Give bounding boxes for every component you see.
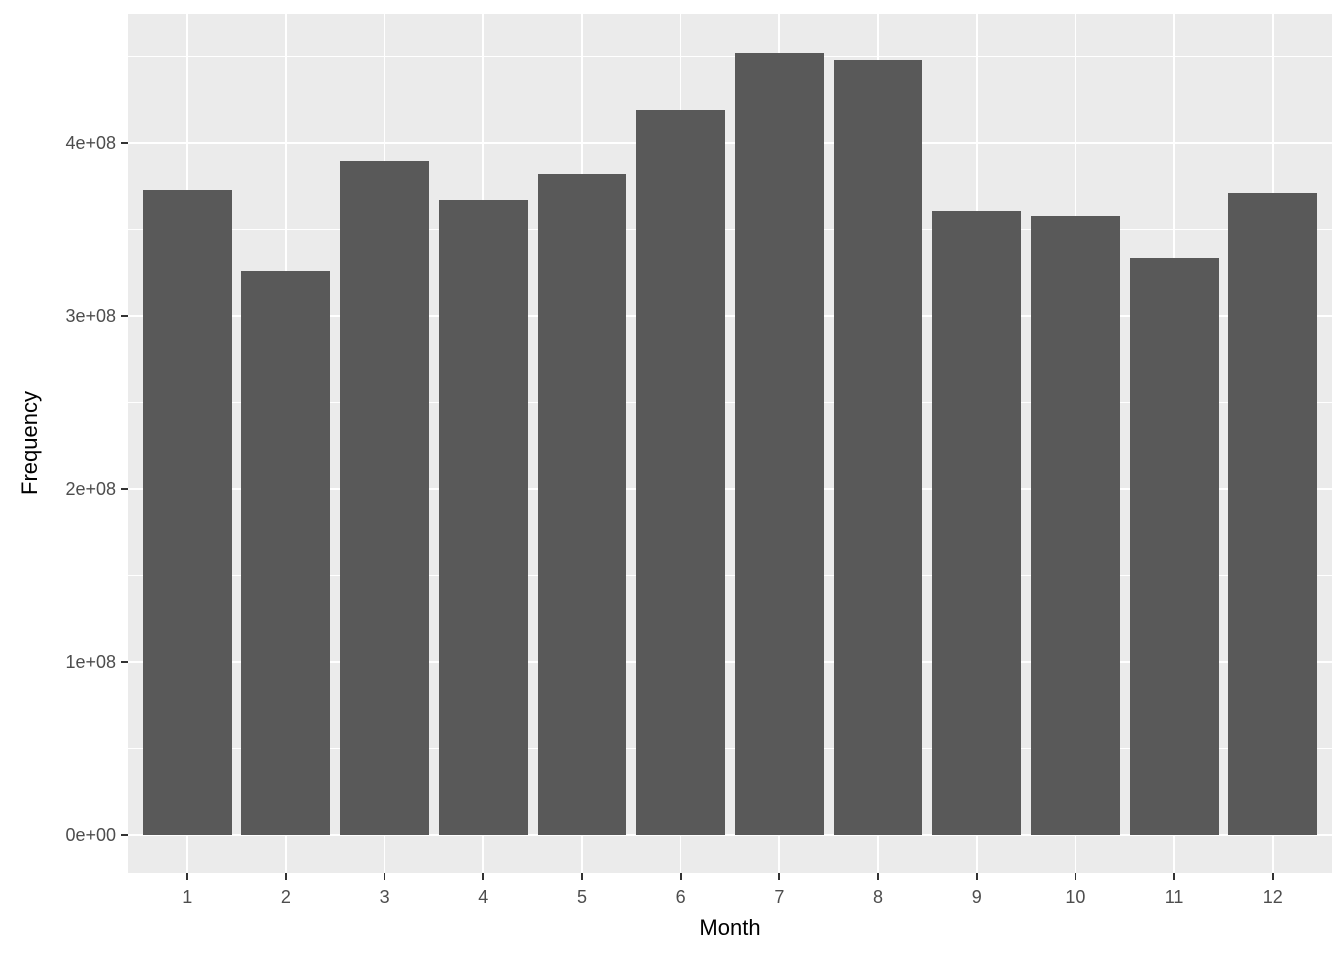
bar-month-7: [734, 53, 824, 835]
x-axis-title: Month: [699, 915, 761, 940]
y-minor-gridline: [128, 229, 1332, 231]
y-major-gridline: [128, 142, 1332, 145]
y-tick-label: 0e+00: [65, 824, 116, 845]
x-tick-label: 10: [1065, 887, 1086, 907]
x-tick-mark: [1173, 873, 1175, 880]
x-tick-mark: [877, 873, 879, 880]
x-tick-label: 8: [873, 887, 884, 907]
x-tick-label: 7: [774, 887, 785, 907]
x-tick-label: 11: [1164, 887, 1184, 907]
y-minor-gridline: [128, 56, 1332, 58]
x-tick-label: 5: [576, 887, 587, 907]
y-major-gridline: [128, 315, 1332, 318]
x-tick-mark: [1074, 873, 1077, 880]
bar-month-2: [241, 271, 331, 835]
bar-month-8: [833, 60, 923, 835]
bar-month-12: [1228, 193, 1318, 835]
x-tick-label: 1: [182, 887, 193, 907]
y-major-gridline: [128, 488, 1332, 490]
y-minor-gridline: [128, 748, 1332, 749]
x-tick-mark: [482, 873, 485, 880]
y-tick-mark: [121, 315, 128, 318]
y-minor-gridline: [128, 402, 1332, 404]
x-tick-label: 9: [971, 887, 982, 907]
y-tick-label: 3e+08: [65, 306, 116, 327]
bar-month-4: [438, 200, 528, 835]
bar-month-1: [142, 190, 232, 835]
y-tick-mark: [121, 834, 128, 836]
y-tick-label: 1e+08: [65, 652, 116, 673]
x-tick-mark: [186, 873, 189, 880]
x-tick-mark: [383, 873, 386, 880]
x-tick-label: 6: [675, 887, 686, 907]
bar-month-3: [340, 160, 429, 835]
x-tick-mark: [778, 873, 781, 880]
bar-month-11: [1129, 258, 1219, 835]
bar-month-5: [537, 174, 627, 835]
y-tick-mark: [121, 142, 128, 145]
bar-month-6: [636, 110, 726, 835]
x-tick-label: 2: [280, 887, 291, 907]
y-tick-mark: [121, 661, 128, 663]
y-major-gridline: [128, 661, 1332, 663]
y-tick-label: 4e+08: [65, 133, 116, 154]
y-minor-gridline: [128, 575, 1332, 577]
x-tick-mark: [679, 873, 682, 880]
x-tick-mark: [1271, 873, 1274, 880]
y-tick-label: 2e+08: [65, 479, 116, 500]
x-tick-mark: [285, 873, 287, 880]
y-major-gridline: [128, 834, 1332, 836]
y-tick-mark: [121, 488, 128, 491]
x-tick-mark: [975, 873, 978, 880]
x-tick-label: 12: [1262, 887, 1283, 907]
bar-month-10: [1031, 215, 1120, 835]
plot-panel: [128, 14, 1332, 873]
x-tick-mark: [581, 873, 583, 880]
x-tick-label: 3: [379, 887, 390, 907]
bar-month-9: [932, 210, 1022, 835]
x-tick-label: 4: [478, 887, 489, 907]
